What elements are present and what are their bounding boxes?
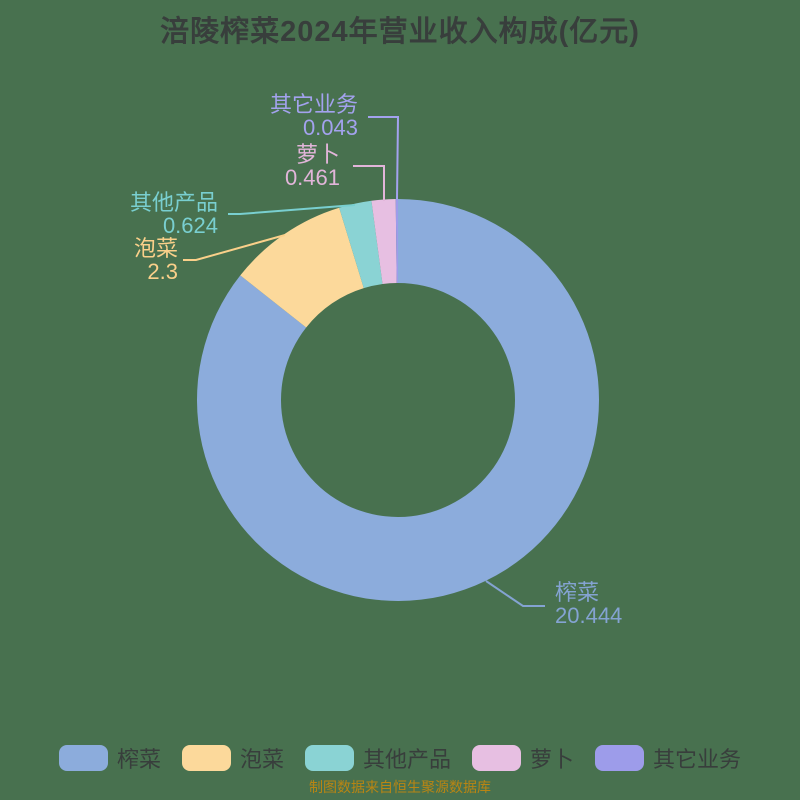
donut-slice-5[interactable] xyxy=(395,199,398,284)
legend-item-4[interactable]: 萝卜 xyxy=(472,742,574,774)
legend-label: 其他产品 xyxy=(362,747,451,772)
legend-label: 萝卜 xyxy=(530,747,575,772)
legend: 榨菜 泡菜 其他产品 萝卜 其它业务 xyxy=(0,742,800,774)
callout-label-4: 萝卜 0.461 xyxy=(285,143,340,189)
callout-label-2: 泡菜 2.3 xyxy=(134,237,178,283)
legend-swatch xyxy=(181,745,231,771)
leader-line-3 xyxy=(228,204,356,215)
callout-category: 其它业务 xyxy=(269,92,358,117)
callout-label-3: 其他产品 0.624 xyxy=(130,191,218,237)
legend-label: 榨菜 xyxy=(116,747,161,772)
legend-item-3[interactable]: 其他产品 xyxy=(304,742,451,774)
leader-line-5 xyxy=(368,116,400,200)
callout-value: 0.624 xyxy=(162,213,218,238)
legend-item-5[interactable]: 其它业务 xyxy=(595,742,741,774)
leader-line-2 xyxy=(183,234,286,261)
legend-item-1[interactable]: 榨菜 xyxy=(58,742,161,774)
callout-label-5: 其它业务 0.043 xyxy=(270,93,358,139)
donut-slice-2[interactable] xyxy=(240,207,364,328)
legend-swatch xyxy=(58,745,108,771)
donut-slice-4[interactable] xyxy=(371,199,397,285)
callout-label-1: 榨菜 20.444 xyxy=(555,581,622,627)
legend-swatch xyxy=(595,745,645,771)
callout-category: 泡菜 xyxy=(133,236,178,261)
callout-category: 榨菜 xyxy=(555,580,600,605)
chart-title: 涪陵榨菜2024年营业收入构成(亿元) xyxy=(160,16,640,48)
callout-value: 20.444 xyxy=(555,603,623,628)
legend-swatch xyxy=(472,745,521,771)
callout-value: 0.461 xyxy=(284,165,340,190)
donut-slice-1[interactable] xyxy=(196,199,599,601)
legend-item-2[interactable]: 泡菜 xyxy=(181,742,284,774)
callout-category: 其他产品 xyxy=(129,190,218,215)
footer-note: 制图数据来自恒生聚源数据库 xyxy=(309,779,491,795)
legend-label: 泡菜 xyxy=(239,747,284,772)
leader-line-4 xyxy=(353,165,385,201)
legend-label: 其它业务 xyxy=(653,747,742,772)
callout-value: 0.043 xyxy=(302,115,358,140)
callout-value: 2.3 xyxy=(147,259,178,284)
legend-swatch xyxy=(304,745,354,771)
leader-line-1 xyxy=(485,580,545,607)
donut-slice-3[interactable] xyxy=(339,200,383,289)
callout-category: 萝卜 xyxy=(295,142,340,167)
